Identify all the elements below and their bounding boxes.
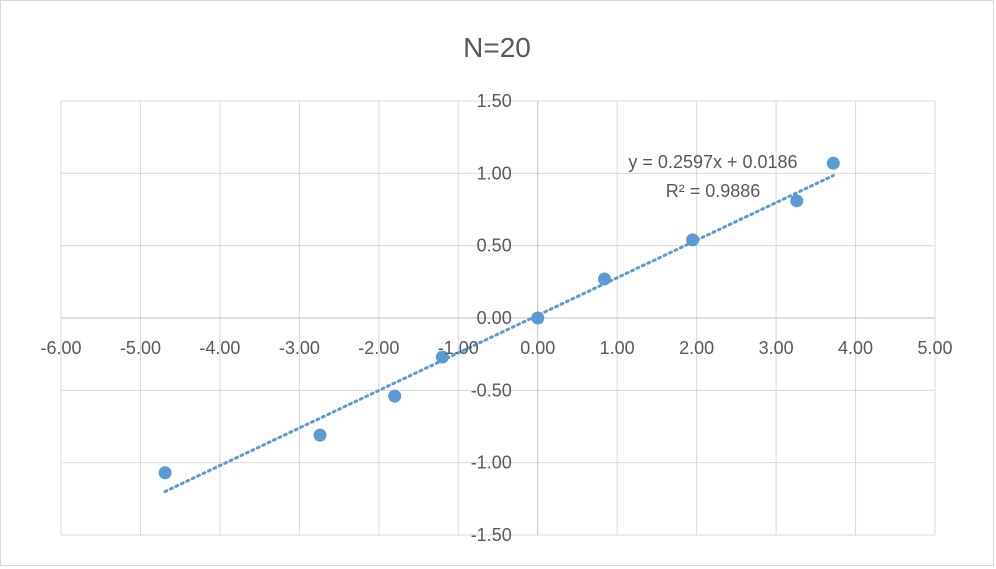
y-tick-label: 1.00 <box>477 163 512 183</box>
x-tick-label: -1.00 <box>438 338 479 358</box>
trendline-group <box>163 174 835 494</box>
y-tick-label: 0.50 <box>477 236 512 256</box>
tick-labels: -6.00 -5.00 -4.00 -3.00 -2.00 -1.00 0.00 1.00 2.… <box>40 91 952 545</box>
x-tick-label: 2.00 <box>679 338 714 358</box>
x-tick-label: -5.00 <box>120 338 161 358</box>
data-point <box>597 272 611 286</box>
y-tick-label: -0.50 <box>471 380 512 400</box>
x-tick-label: -6.00 <box>40 338 81 358</box>
x-tick-label: -4.00 <box>199 338 240 358</box>
data-point <box>435 350 449 364</box>
trendline <box>163 174 835 494</box>
data-points <box>158 156 840 480</box>
data-point <box>158 466 172 480</box>
x-tick-label: 4.00 <box>838 338 873 358</box>
data-point <box>388 389 402 403</box>
x-tick-label: 0.00 <box>520 338 555 358</box>
y-tick-label: 1.50 <box>477 91 512 111</box>
chart-title: N=20 <box>463 32 531 63</box>
data-point <box>313 428 327 442</box>
data-point <box>686 233 700 247</box>
y-tick-label: -1.00 <box>471 453 512 473</box>
x-tick-label: -2.00 <box>358 338 399 358</box>
trendline-equation: y = 0.2597x + 0.0186 <box>628 152 797 172</box>
data-point <box>826 156 840 170</box>
data-point <box>531 311 545 325</box>
x-tick-label: 3.00 <box>759 338 794 358</box>
x-tick-label: 1.00 <box>600 338 635 358</box>
trendline-r2: R² = 0.9886 <box>666 181 761 201</box>
y-tick-label: -1.50 <box>471 525 512 545</box>
y-tick-label: 0.00 <box>477 308 512 328</box>
x-tick-label: -3.00 <box>279 338 320 358</box>
x-tick-label: 5.00 <box>917 338 952 358</box>
data-point <box>790 194 804 208</box>
